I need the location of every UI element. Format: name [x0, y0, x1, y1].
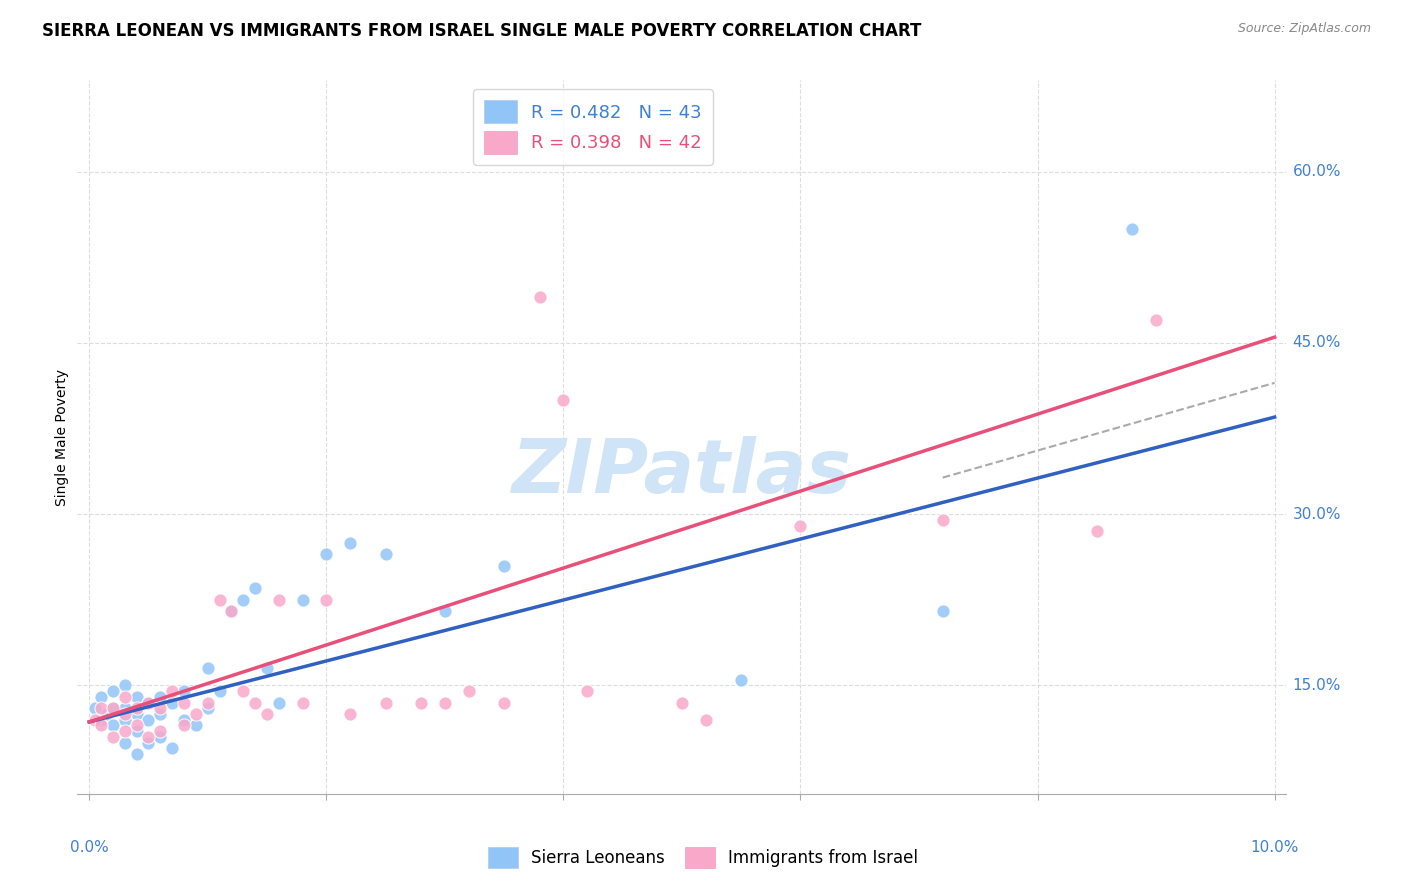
Point [267, 592, 290, 607]
Point [138, 696, 160, 710]
Point [125, 724, 148, 739]
Point [457, 684, 479, 698]
Point [433, 604, 456, 618]
Point [243, 582, 266, 596]
Point [114, 678, 136, 692]
Point [138, 730, 160, 744]
Point [149, 690, 172, 704]
Point [232, 684, 254, 698]
Point [315, 547, 337, 561]
Point [208, 684, 231, 698]
Point [197, 701, 219, 715]
Point [374, 696, 396, 710]
Point [931, 513, 953, 527]
Text: 0.0%: 0.0% [70, 840, 108, 855]
Point [173, 684, 195, 698]
Point [494, 558, 516, 573]
Text: 10.0%: 10.0% [1250, 840, 1299, 855]
Point [232, 592, 254, 607]
Point [114, 690, 136, 704]
Point [291, 696, 314, 710]
Point [256, 706, 278, 721]
Point [90, 690, 112, 704]
Point [149, 724, 172, 739]
Point [553, 392, 575, 407]
Point [374, 547, 396, 561]
Point [671, 696, 693, 710]
Point [730, 673, 752, 687]
Point [101, 701, 124, 715]
Point [221, 604, 243, 618]
Text: SIERRA LEONEAN VS IMMIGRANTS FROM ISRAEL SINGLE MALE POVERTY CORRELATION CHART: SIERRA LEONEAN VS IMMIGRANTS FROM ISRAEL… [42, 22, 921, 40]
Point [138, 735, 160, 749]
Point [101, 730, 124, 744]
Point [197, 661, 219, 675]
Point [114, 713, 136, 727]
Point [125, 718, 148, 732]
Point [114, 735, 136, 749]
Point [1121, 221, 1143, 235]
Point [101, 701, 124, 715]
Point [411, 696, 433, 710]
Text: ZIPatlas: ZIPatlas [512, 436, 852, 509]
Point [529, 290, 551, 304]
Point [789, 518, 811, 533]
Point [114, 706, 136, 721]
Point [1144, 313, 1167, 327]
Point [125, 701, 148, 715]
Point [256, 661, 278, 675]
Point [101, 718, 124, 732]
Point [114, 724, 136, 739]
Text: 45.0%: 45.0% [1292, 335, 1341, 351]
Point [494, 696, 516, 710]
Point [138, 713, 160, 727]
Point [125, 706, 148, 721]
Point [197, 696, 219, 710]
Text: 30.0%: 30.0% [1292, 507, 1341, 522]
Point [101, 684, 124, 698]
Point [90, 718, 112, 732]
Text: 60.0%: 60.0% [1292, 164, 1341, 179]
Point [149, 706, 172, 721]
Point [339, 706, 361, 721]
Point [1085, 524, 1108, 539]
Point [160, 696, 183, 710]
Point [184, 706, 207, 721]
Point [576, 684, 599, 698]
Text: 15.0%: 15.0% [1292, 678, 1341, 693]
Point [96, 706, 118, 721]
Point [160, 741, 183, 756]
Point [315, 592, 337, 607]
Point [160, 684, 183, 698]
Point [931, 604, 953, 618]
Point [243, 696, 266, 710]
Point [125, 747, 148, 761]
Y-axis label: Single Male Poverty: Single Male Poverty [55, 368, 69, 506]
Legend: Sierra Leoneans, Immigrants from Israel: Sierra Leoneans, Immigrants from Israel [481, 840, 925, 875]
Point [267, 696, 290, 710]
Point [125, 690, 148, 704]
Text: Source: ZipAtlas.com: Source: ZipAtlas.com [1237, 22, 1371, 36]
Point [173, 718, 195, 732]
Point [84, 701, 107, 715]
Point [138, 696, 160, 710]
Point [149, 701, 172, 715]
Point [173, 713, 195, 727]
Legend: R = 0.482   N = 43, R = 0.398   N = 42: R = 0.482 N = 43, R = 0.398 N = 42 [474, 89, 713, 165]
Point [291, 592, 314, 607]
Point [695, 713, 717, 727]
Point [221, 604, 243, 618]
Point [339, 535, 361, 549]
Point [433, 696, 456, 710]
Point [149, 730, 172, 744]
Point [90, 713, 112, 727]
Point [173, 696, 195, 710]
Point [208, 592, 231, 607]
Point [114, 701, 136, 715]
Point [84, 713, 107, 727]
Point [90, 701, 112, 715]
Point [184, 718, 207, 732]
